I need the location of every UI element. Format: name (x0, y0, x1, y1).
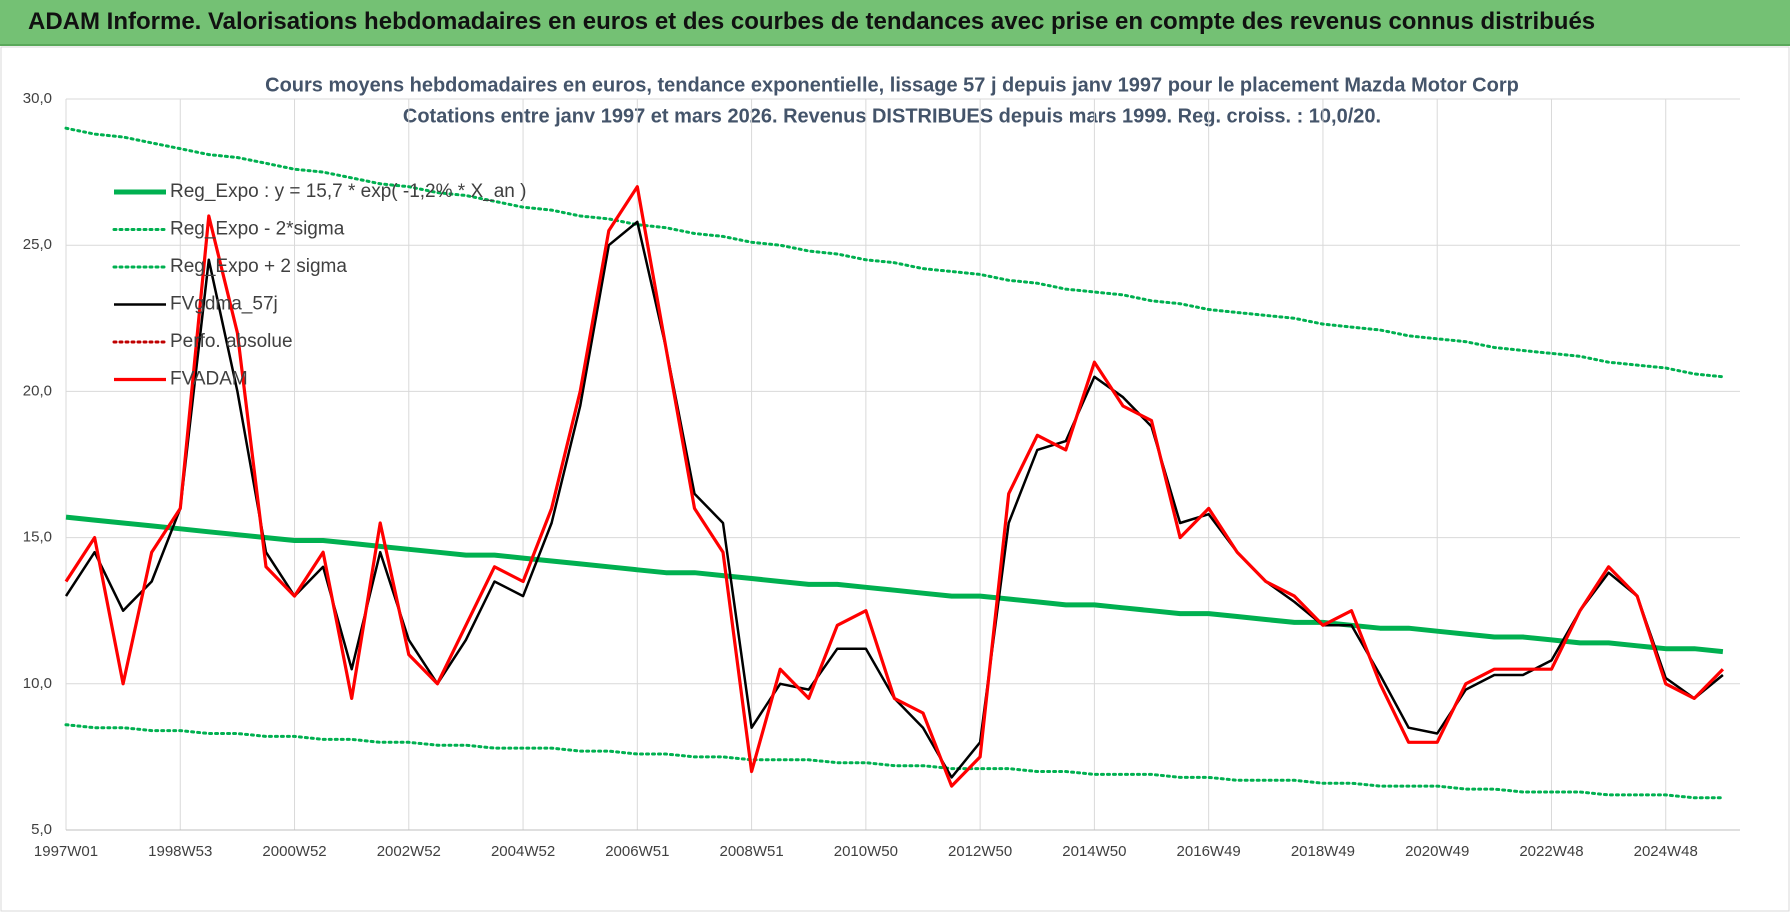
y-tick-label: 25,0 (23, 236, 52, 253)
x-tick-label: 2014W50 (1062, 843, 1126, 860)
x-tick-label: 2012W50 (948, 843, 1012, 860)
x-tick-label: 2002W52 (377, 843, 441, 860)
chart-frame (0, 46, 1790, 912)
x-tick-label: 2006W51 (605, 843, 669, 860)
legend-label: Perfo. absolue (170, 331, 293, 352)
chart: Cours moyens hebdomadaires en euros, ten… (0, 46, 1790, 912)
x-tick-label: 2020W49 (1405, 843, 1469, 860)
legend-label: FVADAM (170, 369, 248, 390)
y-tick-label: 15,0 (23, 529, 52, 546)
x-tick-label: 2008W51 (719, 843, 783, 860)
x-tick-label: 2004W52 (491, 843, 555, 860)
x-tick-label: 2024W48 (1634, 843, 1698, 860)
x-tick-label: 2022W48 (1519, 843, 1583, 860)
header-title: ADAM Informe. Valorisations hebdomadaire… (28, 8, 1596, 35)
y-tick-label: 20,0 (23, 382, 52, 399)
header: ADAM Informe. Valorisations hebdomadaire… (0, 0, 1790, 46)
x-tick-label: 1998W53 (148, 843, 212, 860)
x-tick-label: 2010W50 (834, 843, 898, 860)
y-tick-label: 5,0 (31, 821, 52, 838)
series-line (64, 723, 1725, 800)
chart-title: Cours moyens hebdomadaires en euros, ten… (265, 74, 1519, 96)
series-line (64, 185, 1725, 788)
chart-subtitle: Cotations entre janv 1997 et mars 2026. … (403, 105, 1381, 127)
legend-label: Reg_Expo + 2 sigma (170, 256, 347, 277)
x-tick-label: 2000W52 (262, 843, 326, 860)
x-tick-label: 1997W01 (34, 843, 98, 860)
x-tick-label: 2018W49 (1291, 843, 1355, 860)
y-tick-label: 10,0 (23, 675, 52, 692)
legend-label: Reg_Expo - 2*sigma (170, 219, 345, 240)
series-line (65, 514, 1724, 655)
x-tick-label: 2016W49 (1177, 843, 1241, 860)
legend-label: FVgdma_57j (170, 294, 278, 315)
y-tick-label: 30,0 (23, 90, 52, 107)
legend-label: Reg_Expo : y = 15,7 * exp( -1,2% * X_an … (170, 181, 526, 202)
series-line (64, 126, 1725, 379)
